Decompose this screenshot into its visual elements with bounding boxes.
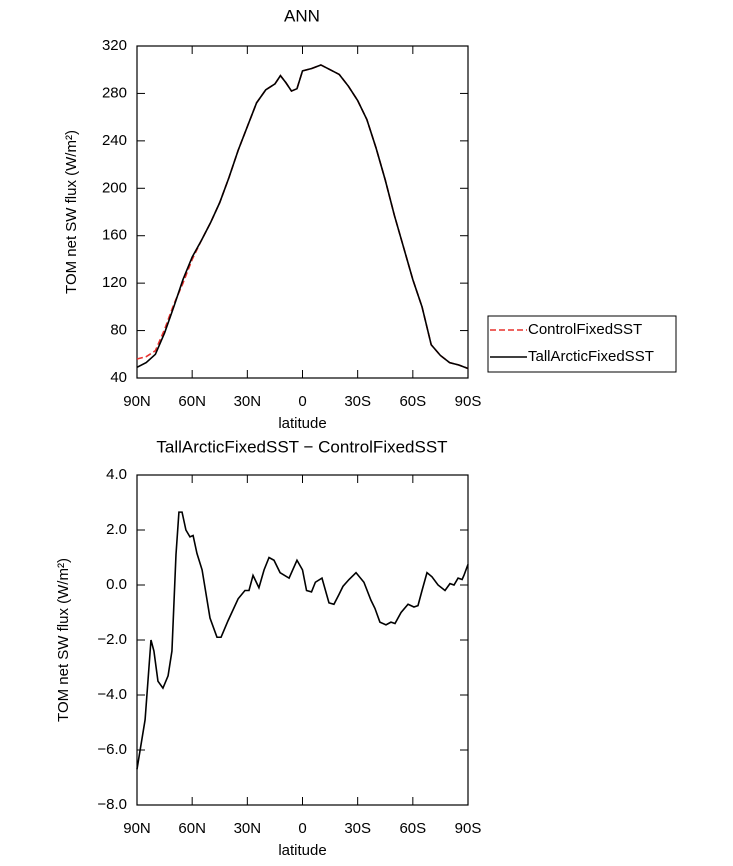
y-tick-label: 40 bbox=[110, 369, 127, 386]
x-tick-label: 0 bbox=[298, 393, 306, 410]
plot-frame bbox=[136, 474, 469, 806]
y-tick-label: −6.0 bbox=[97, 741, 127, 758]
x-tick-label: 90S bbox=[455, 820, 482, 837]
y-axis-label: TOM net SW flux (W/m²) bbox=[63, 130, 80, 294]
y-tick-label: 200 bbox=[102, 179, 127, 196]
legend-label: ControlFixedSST bbox=[528, 321, 642, 338]
x-tick-label: 60S bbox=[399, 820, 426, 837]
y-tick-label: 2.0 bbox=[106, 521, 127, 538]
y-tick-label: 240 bbox=[102, 132, 127, 149]
data-line bbox=[136, 511, 469, 770]
legend-frame bbox=[487, 315, 677, 373]
y-tick-label: 320 bbox=[102, 37, 127, 54]
x-tick-label: 90N bbox=[123, 393, 151, 410]
x-tick-label: 30S bbox=[344, 393, 371, 410]
x-tick-label: 30N bbox=[234, 393, 262, 410]
data-line bbox=[136, 64, 469, 370]
y-tick-label: −2.0 bbox=[97, 631, 127, 648]
x-axis-label: latitude bbox=[278, 415, 326, 432]
y-axis-label: TOM net SW flux (W/m²) bbox=[55, 558, 72, 722]
y-tick-label: 0.0 bbox=[106, 576, 127, 593]
x-tick-label: 30N bbox=[234, 820, 262, 837]
legend-label: TallArcticFixedSST bbox=[528, 348, 654, 365]
x-tick-label: 90N bbox=[123, 820, 151, 837]
y-tick-label: −8.0 bbox=[97, 796, 127, 813]
y-tick-label: 120 bbox=[102, 274, 127, 291]
x-axis-label: latitude bbox=[278, 842, 326, 859]
y-tick-label: 280 bbox=[102, 84, 127, 101]
data-line bbox=[136, 64, 469, 370]
x-tick-label: 0 bbox=[298, 820, 306, 837]
y-tick-label: 160 bbox=[102, 227, 127, 244]
y-tick-label: −4.0 bbox=[97, 686, 127, 703]
chart-title: TallArcticFixedSST − ControlFixedSST bbox=[156, 437, 447, 456]
x-tick-label: 60S bbox=[399, 393, 426, 410]
x-tick-label: 60N bbox=[178, 393, 206, 410]
plot-frame bbox=[136, 45, 469, 379]
x-tick-label: 90S bbox=[455, 393, 482, 410]
chart-title: ANN bbox=[284, 6, 320, 25]
x-tick-label: 30S bbox=[344, 820, 371, 837]
y-tick-label: 4.0 bbox=[106, 466, 127, 483]
x-tick-label: 60N bbox=[178, 820, 206, 837]
y-tick-label: 80 bbox=[110, 322, 127, 339]
